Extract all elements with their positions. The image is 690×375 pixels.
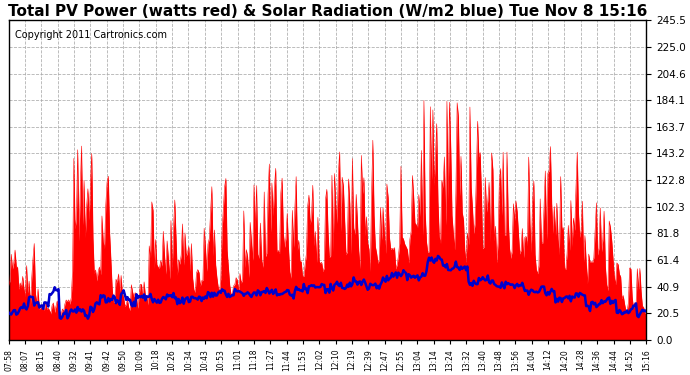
- Title: Total PV Power (watts red) & Solar Radiation (W/m2 blue) Tue Nov 8 15:16: Total PV Power (watts red) & Solar Radia…: [8, 4, 647, 19]
- Text: Copyright 2011 Cartronics.com: Copyright 2011 Cartronics.com: [15, 30, 167, 40]
